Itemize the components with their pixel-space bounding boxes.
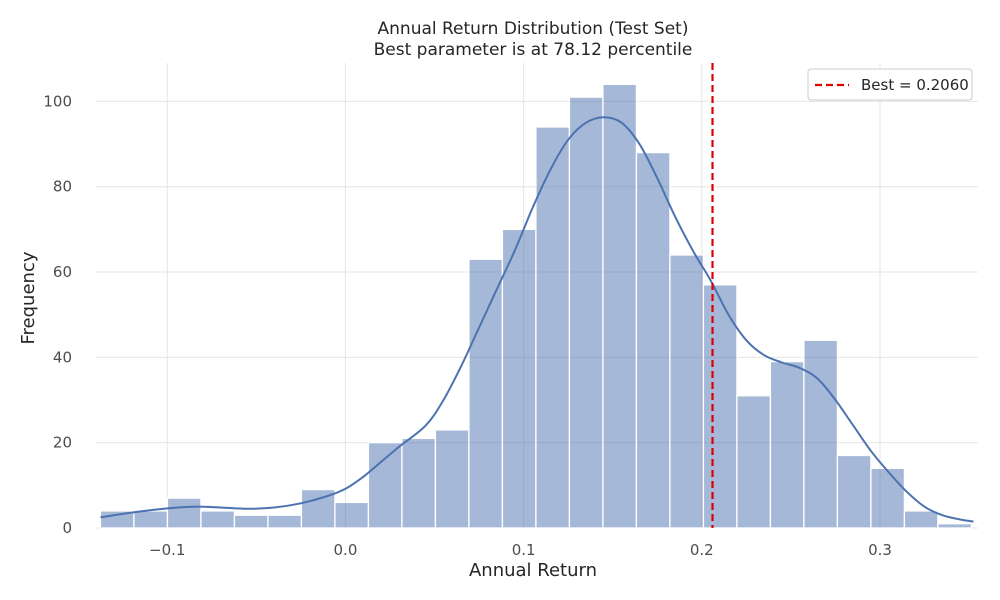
histogram-bars <box>99 83 973 529</box>
histogram-bar <box>200 510 236 529</box>
histogram-bar <box>903 510 939 529</box>
histogram-bar <box>635 151 671 529</box>
histogram-bar <box>769 360 805 529</box>
histogram-bar <box>501 228 537 529</box>
y-tick-label: 0 <box>62 519 72 537</box>
histogram-bar <box>836 454 872 529</box>
histogram-bar <box>803 339 839 529</box>
y-tick-label: 100 <box>43 92 72 110</box>
x-axis-ticks: −0.1 0.0 0.1 0.2 0.3 <box>149 541 892 559</box>
legend-box <box>807 68 973 101</box>
histogram-bar <box>568 96 604 529</box>
histogram-bar <box>133 510 169 529</box>
histogram-bar <box>870 467 906 529</box>
y-tick-label: 40 <box>53 348 72 366</box>
histogram-bar <box>602 83 638 529</box>
histogram-bar <box>937 523 973 529</box>
histogram-bar <box>434 429 470 529</box>
chart-subtitle: Best parameter is at 78.12 percentile <box>374 40 693 60</box>
x-tick-label: 0.3 <box>868 541 892 559</box>
histogram-bar <box>401 437 437 529</box>
x-tick-label: 0.2 <box>690 541 714 559</box>
y-axis-ticks: 0 20 40 60 80 100 <box>43 92 72 537</box>
histogram-bar <box>166 497 202 529</box>
x-tick-label: −0.1 <box>149 541 185 559</box>
histogram-bar <box>736 395 772 529</box>
y-tick-label: 20 <box>53 434 72 452</box>
histogram-bar <box>267 514 303 529</box>
histogram-bar <box>669 254 705 529</box>
chart-title: Annual Return Distribution (Test Set) <box>378 19 689 39</box>
histogram-bar <box>334 501 370 529</box>
kde-curve <box>100 116 974 523</box>
legend-label: Best = 0.2060 <box>861 76 969 94</box>
histogram-bar <box>702 284 738 529</box>
y-tick-label: 80 <box>53 178 72 196</box>
y-tick-label: 60 <box>53 263 72 281</box>
x-tick-label: 0.0 <box>334 541 358 559</box>
y-axis-label: Frequency <box>18 251 39 344</box>
histogram-bar <box>367 442 403 529</box>
legend: Best = 0.2060 <box>807 68 973 101</box>
histogram-bar <box>468 258 504 529</box>
x-axis-label: Annual Return <box>469 560 597 581</box>
histogram-bar <box>233 514 269 529</box>
x-tick-label: 0.1 <box>512 541 536 559</box>
